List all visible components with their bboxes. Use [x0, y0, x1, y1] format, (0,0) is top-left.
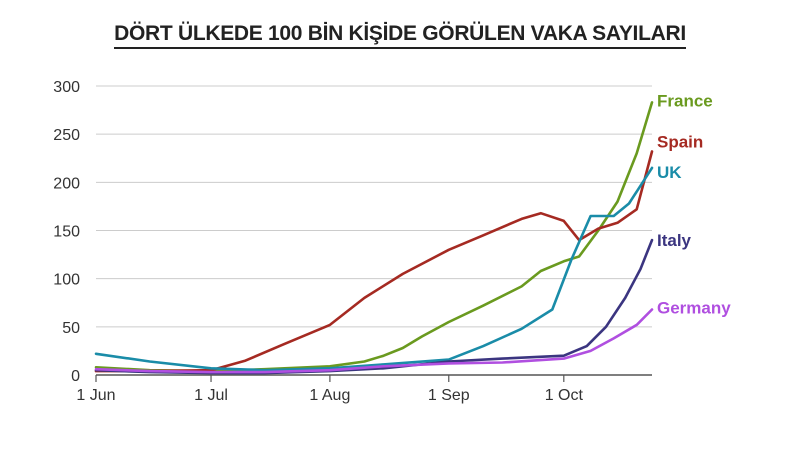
series-lines — [94, 101, 654, 375]
chart-title: DÖRT ÜLKEDE 100 BİN KİŞİDE GÖRÜLEN VAKA … — [0, 22, 800, 49]
series-label-uk: UK — [657, 163, 682, 182]
x-tick-label: 1 Oct — [545, 387, 584, 404]
series-label-spain: Spain — [657, 133, 703, 152]
series-line-spain — [94, 150, 654, 373]
y-tick-label: 250 — [53, 127, 80, 144]
x-tick-label: 1 Jul — [194, 387, 228, 404]
x-tick-label: 1 Aug — [309, 387, 350, 404]
series-line-germany — [94, 308, 654, 374]
chart-title-text: DÖRT ÜLKEDE 100 BİN KİŞİDE GÖRÜLEN VAKA … — [114, 22, 686, 49]
y-tick-label: 50 — [62, 320, 80, 337]
axes: 0 50 100 150 200 250 300 1 Jun 1 Jul 1 Aug 1 Sep 1 … — [53, 79, 583, 404]
y-tick-label: 150 — [53, 224, 80, 241]
series-label-germany: Germany — [657, 298, 731, 317]
series-line-uk — [94, 166, 654, 372]
x-tick-label: 1 Sep — [428, 387, 470, 404]
series-line-france — [94, 101, 654, 373]
series-label-italy: Italy — [657, 231, 692, 250]
series-labels: France Spain UK Italy Germany — [657, 91, 731, 317]
y-tick-label: 100 — [53, 272, 80, 289]
y-tick-label: 300 — [53, 79, 80, 96]
gridlines — [96, 85, 652, 376]
x-tick-label: 1 Jun — [76, 387, 115, 404]
y-tick-label: 0 — [71, 368, 80, 385]
series-label-france: France — [657, 91, 713, 110]
y-tick-label: 200 — [53, 175, 80, 192]
